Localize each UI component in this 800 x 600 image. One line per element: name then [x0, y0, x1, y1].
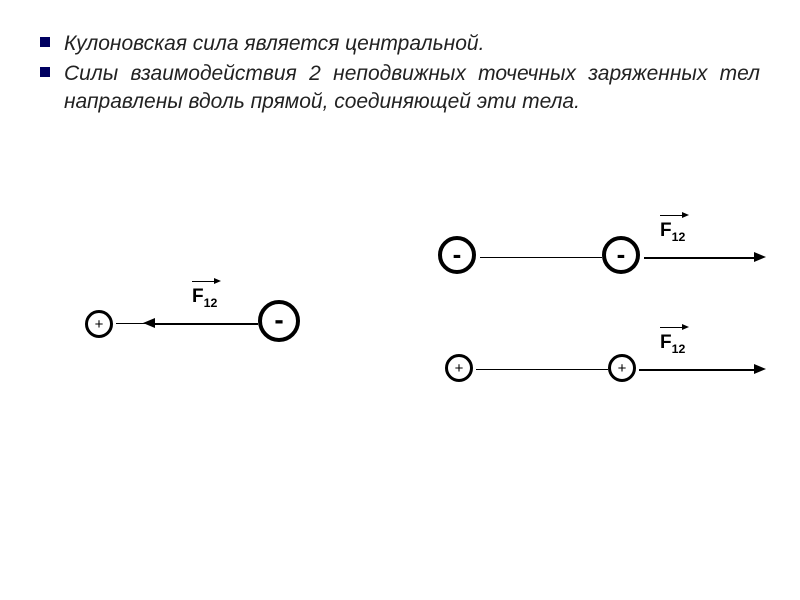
- vector-overline-arrow-icon: [214, 278, 221, 284]
- vector-overline: [192, 281, 214, 282]
- charge-minus-left: -: [258, 300, 300, 342]
- force-symbol: F: [192, 286, 204, 307]
- plus-icon: +: [618, 361, 627, 376]
- arrow-head-right-icon: [754, 252, 766, 262]
- minus-icon: -: [617, 241, 626, 267]
- bullet-2-text: Силы взаимодействия 2 неподвижных точечн…: [64, 60, 760, 117]
- charge-minus-tr1: -: [438, 236, 476, 274]
- force-arrow-right: [644, 257, 754, 259]
- force-subscript: 12: [672, 342, 686, 356]
- bullet-1: Кулоновская сила является центральной.: [40, 30, 760, 58]
- minus-icon: -: [453, 241, 462, 267]
- charge-plus-left: +: [85, 310, 113, 338]
- plus-icon: +: [455, 361, 464, 376]
- force-arrow-right: [639, 369, 754, 371]
- minus-icon: -: [274, 306, 283, 334]
- force-subscript: 12: [672, 230, 686, 244]
- force-symbol: F: [660, 220, 672, 241]
- force-subscript: 12: [204, 296, 218, 310]
- arrow-head-left-icon: [143, 318, 155, 328]
- bullet-1-text: Кулоновская сила является центральной.: [64, 30, 484, 58]
- bullet-2: Силы взаимодействия 2 неподвижных точечн…: [40, 60, 760, 117]
- bullet-marker-icon: [40, 37, 50, 47]
- charge-plus-br1: +: [445, 354, 473, 382]
- force-label-br: F12: [660, 332, 685, 356]
- vector-overline: [660, 327, 682, 328]
- vector-overline: [660, 215, 682, 216]
- connector-line: [480, 257, 602, 258]
- arrow-head-right-icon: [754, 364, 766, 374]
- vector-overline-arrow-icon: [682, 212, 689, 218]
- vector-overline-arrow-icon: [682, 324, 689, 330]
- charge-plus-br2: +: [608, 354, 636, 382]
- plus-icon: +: [95, 317, 104, 332]
- force-symbol: F: [660, 332, 672, 353]
- charge-minus-tr2: -: [602, 236, 640, 274]
- force-label-left: F12: [192, 286, 217, 310]
- bullet-marker-icon: [40, 67, 50, 77]
- force-arrow-left: [155, 323, 258, 325]
- connector-line: [476, 369, 608, 370]
- force-label-tr: F12: [660, 220, 685, 244]
- slide-root: Кулоновская сила является центральной. С…: [0, 0, 800, 600]
